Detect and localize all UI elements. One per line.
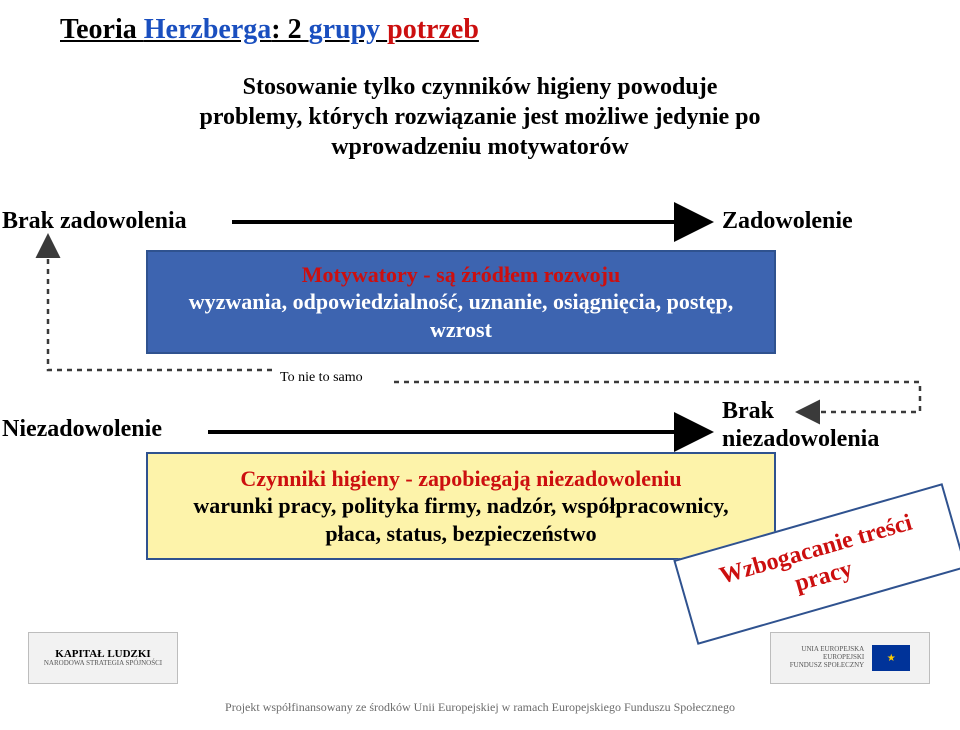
label-to-nie-to-samo: To nie to samo [280,370,363,386]
para-line-2: problemy, których rozwiązanie jest możli… [100,102,860,132]
motivators-box: Motywatory - są źródłem rozwoju wyzwania… [146,250,776,354]
label-niezadowolenia: niezadowolenia [722,426,879,453]
logo-eu-flag: UNIA EUROPEJSKA EUROPEJSKI FUNDUSZ SPOŁE… [770,632,930,684]
slide-title: Teoria Herzberga: 2 grupy potrzeb [60,14,479,46]
title-seg-4: grupy [309,14,388,45]
dashed-right [394,382,920,412]
yellowbox-line-1: Czynniki higieny - zapobiegają niezadowo… [240,465,681,493]
label-niezadowolenie: Niezadowolenie [2,416,162,443]
title-seg-3: : 2 [271,14,308,45]
yellowbox-line-3: płaca, status, bezpieczeństwo [325,520,596,548]
title-seg-2: Herzberga [144,14,272,45]
para-line-1: Stosowanie tylko czynników higieny powod… [100,72,860,102]
bluebox-line-2: wyzwania, odpowiedzialność, uznanie, osi… [189,288,734,316]
subtitle-paragraph: Stosowanie tylko czynników higieny powod… [100,72,860,162]
title-seg-1: Teoria [60,14,144,45]
label-zadowolenie: Zadowolenie [722,208,853,235]
slide-root: :root{ --c-black:#000000; --c-blue:#1a4f… [0,0,960,730]
para-line-3: wprowadzeniu motywatorów [100,132,860,162]
bluebox-line-3: wzrost [430,316,492,344]
label-brak: Brak [722,398,774,425]
bluebox-line-1: Motywatory - są źródłem rozwoju [302,261,621,289]
yellowbox-line-2: warunki pracy, polityka firmy, nadzór, w… [193,492,728,520]
hygiene-box: Czynniki higieny - zapobiegają niezadowo… [146,452,776,560]
label-brak-zadowolenia: Brak zadowolenia [2,208,187,235]
logo-kapital-ludzki: KAPITAŁ LUDZKI NARODOWA STRATEGIA SPÓJNO… [28,632,178,684]
title-seg-5: potrzeb [387,14,479,45]
footer-caption: Projekt współfinansowany ze środków Unii… [120,700,840,715]
